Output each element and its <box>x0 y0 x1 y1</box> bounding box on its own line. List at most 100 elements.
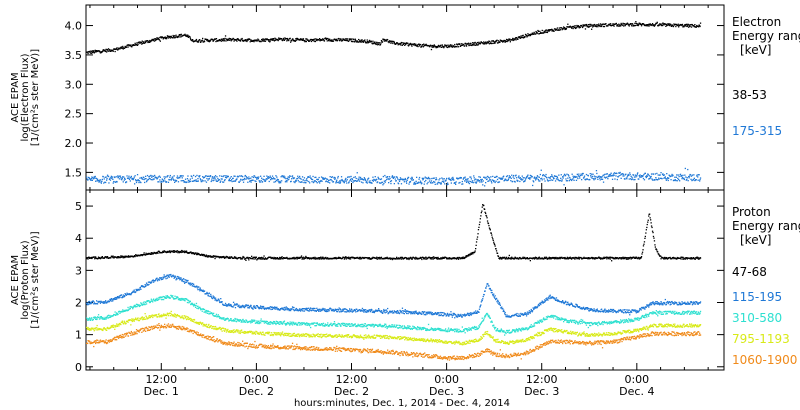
data-point <box>182 280 184 283</box>
data-point <box>386 311 388 313</box>
data-point <box>217 179 219 182</box>
data-point <box>240 258 242 260</box>
data-point <box>642 249 644 251</box>
data-point <box>138 41 141 43</box>
data-point <box>614 178 616 180</box>
data-point <box>634 178 636 181</box>
data-point <box>575 27 578 29</box>
data-point <box>135 43 138 46</box>
data-point <box>470 42 472 44</box>
data-point <box>305 309 307 311</box>
data-point <box>688 177 690 179</box>
data-point <box>106 302 108 304</box>
data-point <box>467 255 469 257</box>
data-point <box>503 175 505 177</box>
data-point <box>277 39 279 42</box>
data-point <box>666 257 668 259</box>
data-point <box>533 33 535 35</box>
data-point <box>447 257 450 259</box>
data-point <box>373 310 375 312</box>
data-point <box>340 179 342 181</box>
data-point <box>422 311 424 313</box>
data-point <box>469 313 472 316</box>
data-point <box>196 254 198 256</box>
data-point <box>285 309 287 311</box>
data-point <box>558 174 560 176</box>
data-point <box>662 22 664 24</box>
data-point <box>242 176 244 178</box>
data-point <box>342 38 344 40</box>
data-point <box>361 307 364 310</box>
data-point <box>451 314 453 316</box>
data-point <box>450 182 452 184</box>
data-point <box>165 275 168 277</box>
data-point <box>657 251 659 253</box>
data-point <box>321 39 323 41</box>
data-point <box>453 312 455 315</box>
data-point <box>427 176 430 179</box>
data-point <box>248 307 250 309</box>
data-point <box>156 251 159 253</box>
data-point <box>422 179 424 181</box>
data-point <box>609 175 611 177</box>
data-point <box>545 29 547 31</box>
y-axis-title-line: [1/(cm²s ster MeV)] <box>30 231 41 328</box>
data-point <box>658 24 660 27</box>
data-point <box>212 297 214 300</box>
data-point <box>223 175 225 177</box>
data-point <box>471 181 473 183</box>
data-point <box>465 181 468 183</box>
data-point <box>618 23 620 25</box>
data-point <box>235 304 237 306</box>
data-point <box>99 50 101 53</box>
data-point <box>428 180 431 182</box>
data-point <box>210 293 212 296</box>
data-point <box>637 24 639 27</box>
data-point <box>362 309 365 311</box>
data-point <box>279 180 281 182</box>
data-point <box>486 220 489 222</box>
data-point <box>244 257 247 260</box>
data-point <box>587 24 589 26</box>
data-point <box>196 180 199 182</box>
data-point <box>562 28 564 30</box>
data-point <box>626 257 628 259</box>
data-point <box>190 180 192 182</box>
data-point <box>212 39 214 41</box>
data-point <box>554 175 556 177</box>
data-point <box>386 178 388 180</box>
data-point <box>89 303 91 305</box>
data-point <box>299 309 301 311</box>
data-point <box>461 180 463 183</box>
data-point <box>320 179 322 182</box>
data-point <box>544 31 546 34</box>
data-point <box>277 180 279 182</box>
data-point <box>247 181 249 183</box>
data-point <box>109 177 111 179</box>
data-point <box>301 176 304 178</box>
data-point <box>236 303 238 305</box>
data-point <box>218 256 220 258</box>
data-point <box>360 181 363 183</box>
data-point <box>443 257 445 259</box>
data-point <box>379 43 382 46</box>
data-point <box>299 175 301 178</box>
data-point <box>242 306 244 308</box>
data-point <box>319 40 321 42</box>
data-point <box>663 256 666 259</box>
data-point <box>482 295 484 298</box>
data-point <box>377 309 379 311</box>
data-point <box>354 40 356 42</box>
data-point <box>520 312 522 315</box>
data-point <box>690 258 692 260</box>
data-point <box>568 175 570 177</box>
data-point <box>207 294 209 296</box>
data-point <box>486 41 489 43</box>
data-point <box>233 304 235 307</box>
data-point <box>208 256 210 258</box>
data-point <box>656 22 658 25</box>
data-point <box>183 281 185 283</box>
data-point <box>284 181 287 183</box>
data-point <box>534 306 537 308</box>
